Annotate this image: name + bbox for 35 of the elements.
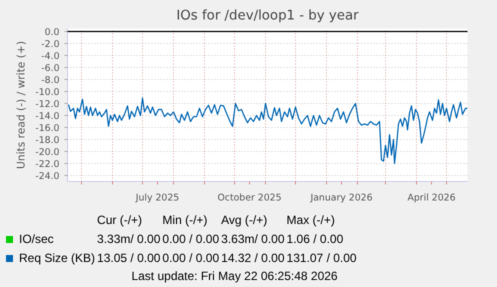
text: Avg (-/+): [220, 212, 268, 229]
y-tick-label: -4.0: [41, 51, 60, 62]
text: 1.06 / 0.00: [286, 231, 344, 248]
text: 13.05 / 0.00: [96, 250, 162, 268]
y-tick-label: -24.0: [35, 171, 60, 182]
text: 131.07 / 0.00: [286, 250, 358, 268]
line-series: [68, 98, 468, 164]
text: 0.00 / 0.00: [161, 231, 220, 248]
y-tick-label: -6.0: [41, 63, 60, 74]
y-tick-label: -18.0: [35, 135, 60, 146]
text: Max (-/+): [286, 212, 336, 229]
legend-label: IO/sec: [18, 231, 55, 248]
x-tick-label: July 2025: [134, 192, 180, 204]
y-tick-label: 0.0: [44, 27, 60, 38]
text: 0.00 / 0.00: [161, 250, 220, 268]
text: Min (-/+): [161, 212, 208, 229]
y-tick-label: -2.0: [41, 39, 60, 50]
y-axis-title: Units read (-) / write (+): [14, 41, 28, 169]
x-tick-label: October 2025: [217, 192, 282, 204]
y-tick-label: -20.0: [35, 147, 60, 158]
y-tick-label: -16.0: [35, 123, 60, 134]
legend-label: Req Size (KB): [18, 250, 96, 268]
y-tick-label: -8.0: [41, 75, 60, 86]
text: Cur (-/+): [96, 212, 144, 229]
x-tick-label: April 2026: [407, 192, 456, 204]
text: 3.63m/ 0.00: [220, 231, 286, 248]
y-tick-label: -10.0: [35, 87, 60, 98]
text: 14.32 / 0.00: [220, 250, 286, 268]
text: 3.33m/ 0.00: [96, 231, 162, 248]
chart-title: IOs for /dev/loop1 - by year: [176, 8, 360, 24]
text: Last update: Fri May 22 06:25:48 2026: [130, 268, 339, 286]
y-tick-label: -12.0: [35, 99, 60, 110]
x-tick-label: January 2026: [309, 192, 373, 204]
y-tick-label: -22.0: [35, 159, 60, 170]
y-tick-label: -14.0: [35, 111, 60, 122]
